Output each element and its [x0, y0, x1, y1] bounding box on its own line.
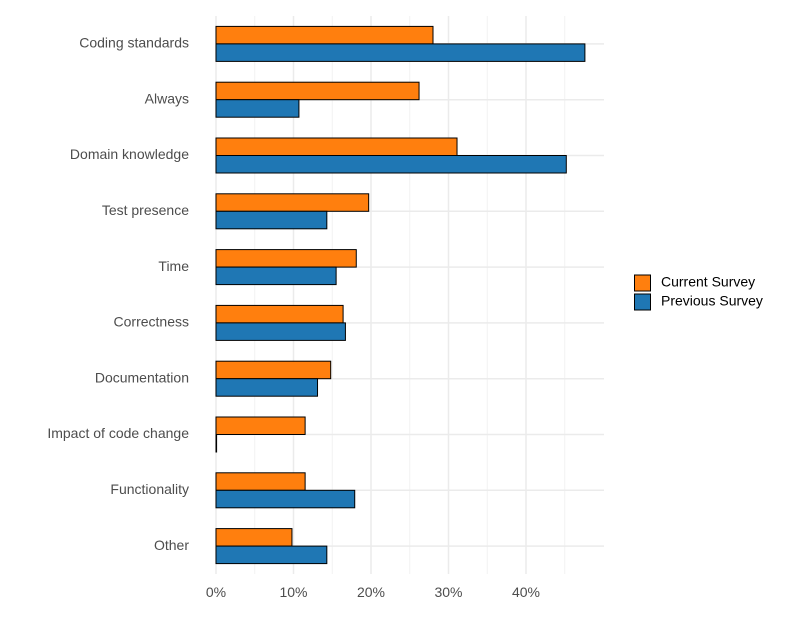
category-label: Test presence [102, 202, 189, 218]
legend-key-current [634, 274, 651, 292]
category-label: Domain knowledge [70, 146, 189, 162]
tick-label: 10% [279, 584, 307, 600]
bar-previous [215, 155, 567, 174]
category-label: Coding standards [79, 35, 189, 51]
bar-current [215, 472, 306, 491]
category-label: Always [145, 90, 189, 106]
bar-current [215, 25, 434, 45]
bar-previous [215, 99, 300, 118]
bar-previous [215, 545, 328, 565]
bar-previous [215, 378, 319, 397]
legend: Current Survey Previous Survey [634, 274, 763, 311]
category-label: Functionality [110, 481, 189, 497]
bar-current [215, 137, 458, 156]
bar-current [215, 360, 332, 380]
category-label: Other [154, 537, 189, 553]
legend-key-previous [634, 293, 651, 311]
legend-label: Current Survey [661, 274, 755, 290]
tick-label: 0% [206, 584, 226, 600]
bar-previous [215, 489, 356, 509]
bar-previous [215, 210, 328, 230]
category-axis: Coding standards Always Domain knowledge Te… [47, 35, 189, 553]
bar-previous [215, 266, 337, 286]
category-label: Time [158, 258, 189, 274]
bar-current [215, 81, 420, 101]
bars [215, 25, 586, 565]
category-label: Documentation [95, 369, 189, 385]
bar-current [215, 416, 306, 435]
bar-current [215, 249, 357, 268]
category-label: Impact of code change [47, 425, 189, 441]
bar-current [215, 304, 344, 324]
tick-label: 40% [512, 584, 540, 600]
bar-previous [215, 322, 346, 341]
bar-current [215, 193, 370, 212]
bar-previous [215, 434, 218, 453]
tick-label: 30% [434, 584, 462, 600]
bar-current [215, 528, 293, 547]
category-label: Correctness [114, 314, 189, 330]
legend-label: Previous Survey [661, 293, 763, 309]
tick-label: 20% [357, 584, 385, 600]
value-axis: 0% 10% 20% 30% 40% [206, 584, 540, 600]
bar-previous [215, 43, 586, 62]
